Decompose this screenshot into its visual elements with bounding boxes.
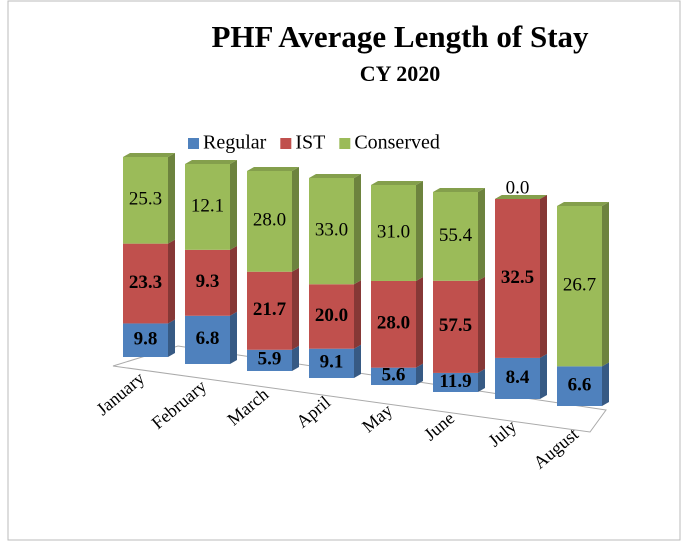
bar-segment <box>185 164 230 250</box>
bar-top <box>371 181 423 185</box>
bar-side <box>354 280 361 349</box>
legend-swatch <box>280 138 292 149</box>
bar-segment <box>123 157 168 244</box>
bar-side <box>478 188 485 281</box>
legend-label: Regular <box>203 132 267 154</box>
bar-top <box>309 174 361 178</box>
bar-side <box>354 174 361 285</box>
bar-segment <box>433 372 478 392</box>
bar-segment <box>371 280 416 368</box>
bar-side <box>168 239 175 324</box>
data-label: 25.3 <box>129 189 162 210</box>
data-label: 20.0 <box>315 305 348 326</box>
legend-label: IST <box>295 132 325 154</box>
bar-segment <box>309 284 354 349</box>
legend-swatch <box>339 138 351 149</box>
bar-segment <box>371 185 416 281</box>
bar-segment <box>309 348 354 378</box>
bar-segment <box>557 366 602 406</box>
bar-top <box>247 167 299 171</box>
data-label: 0.0 <box>506 177 530 198</box>
bar-segment <box>247 271 292 350</box>
data-label: 26.7 <box>563 275 596 296</box>
data-label: 6.6 <box>568 375 592 396</box>
data-label: 11.9 <box>439 371 471 392</box>
bar-side <box>292 167 299 272</box>
data-label: 12.1 <box>191 195 224 216</box>
bar-segment <box>247 171 292 272</box>
bar-side <box>230 245 237 316</box>
bar-segment <box>185 249 230 316</box>
data-label: 32.5 <box>501 267 534 288</box>
bar-side <box>602 362 609 406</box>
bar-side <box>230 311 237 364</box>
bar-segment <box>557 206 602 367</box>
legend-label: Conserved <box>354 132 440 154</box>
bar-segment <box>123 243 168 324</box>
data-label: 28.0 <box>377 313 410 334</box>
bar-segment <box>309 178 354 285</box>
data-label: 6.8 <box>196 328 220 349</box>
data-label: 23.3 <box>129 272 162 293</box>
bar-side <box>416 181 423 281</box>
bar-side <box>540 353 547 399</box>
data-label: 9.1 <box>320 352 344 373</box>
data-label: 31.0 <box>377 221 410 242</box>
data-label: 28.0 <box>253 210 286 231</box>
bar-segment <box>371 367 416 385</box>
chart-subtitle: CY 2020 <box>360 61 440 86</box>
bar-top <box>557 202 609 206</box>
bar-side <box>168 153 175 244</box>
bar-segment <box>185 315 230 364</box>
bar-side <box>602 202 609 367</box>
bar-side <box>416 363 423 385</box>
bar-segment <box>123 323 168 357</box>
bar-top <box>185 160 237 164</box>
legend-swatch <box>188 138 199 149</box>
data-label: 9.8 <box>134 329 158 350</box>
bar-segment <box>495 357 540 399</box>
bar-side <box>354 344 361 378</box>
data-label: 21.7 <box>253 299 287 320</box>
bar-segment <box>495 199 540 358</box>
bar-side <box>230 160 237 250</box>
bar-segment <box>247 349 292 371</box>
bar-side <box>292 345 299 371</box>
bar-segment <box>433 192 478 281</box>
chart-title: PHF Average Length of Stay <box>211 19 589 54</box>
data-label: 33.0 <box>315 219 348 240</box>
data-label: 55.4 <box>439 225 473 246</box>
data-label: 8.4 <box>506 367 530 388</box>
bar-side <box>168 319 175 357</box>
bar-side <box>416 276 423 368</box>
data-label: 5.9 <box>258 349 282 370</box>
bar-top <box>123 153 175 157</box>
bar-top <box>433 188 485 192</box>
data-label: 5.6 <box>382 365 406 386</box>
bar-top <box>495 195 547 199</box>
bar-side <box>478 368 485 392</box>
data-label: 9.3 <box>196 271 220 292</box>
bar-segment <box>433 280 478 373</box>
bar-side <box>540 195 547 358</box>
data-label: 57.5 <box>439 315 472 336</box>
bar-side <box>478 276 485 373</box>
bar-side <box>292 267 299 350</box>
